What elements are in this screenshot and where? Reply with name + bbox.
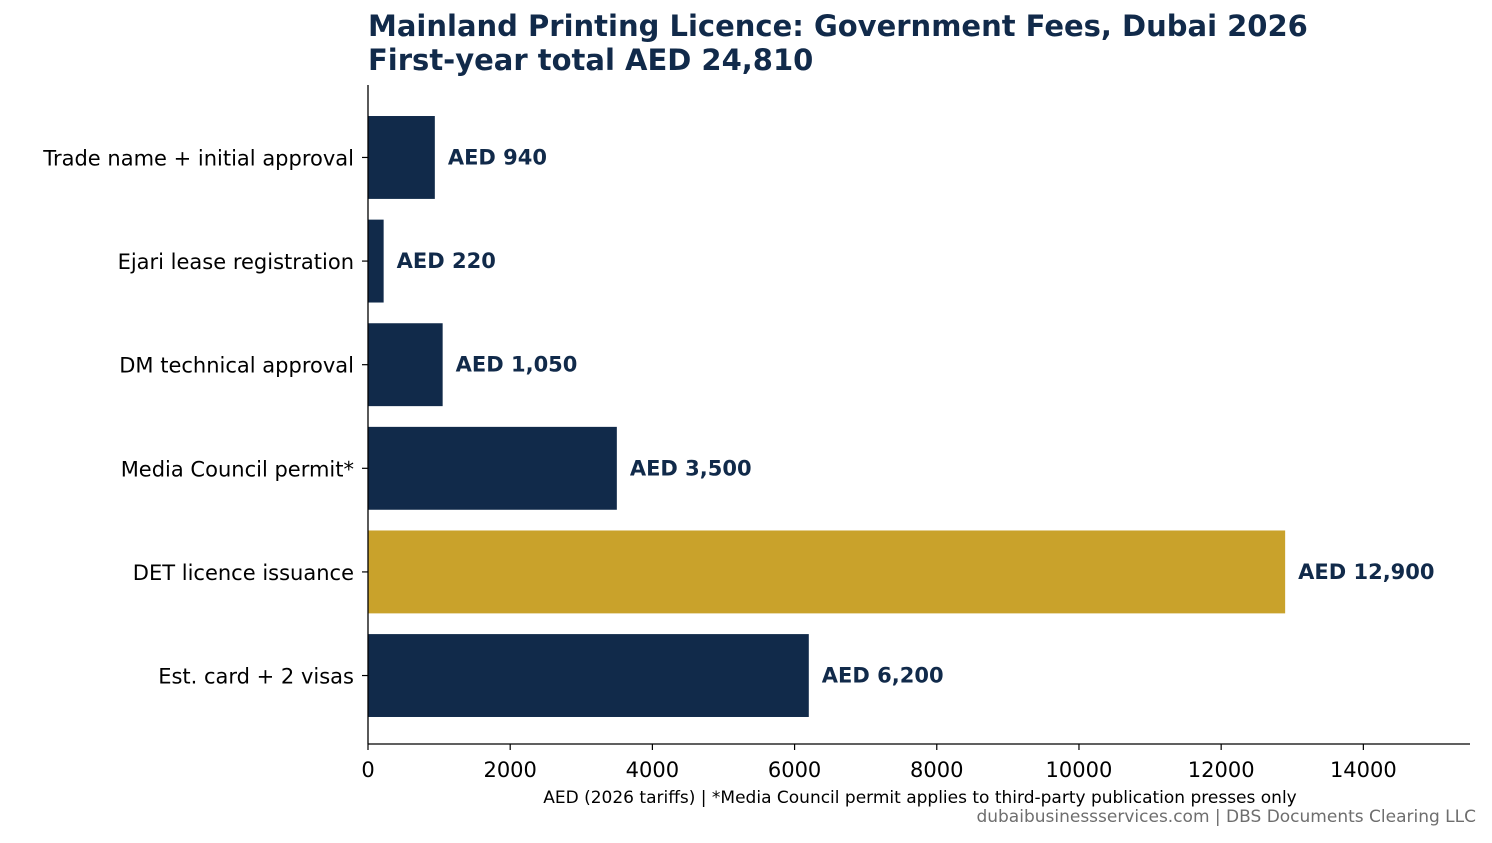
bar: [368, 116, 435, 199]
x-tick-label: 12000: [1188, 758, 1255, 782]
y-tick-label: Est. card + 2 visas: [158, 665, 354, 689]
y-tick-label: DM technical approval: [119, 354, 354, 378]
y-tick-label: Trade name + initial approval: [42, 146, 354, 170]
y-tick-label: DET licence issuance: [133, 561, 354, 585]
x-tick-label: 14000: [1330, 758, 1397, 782]
x-tick-label: 0: [361, 758, 374, 782]
bar-data-label: AED 220: [397, 249, 496, 273]
x-tick-label: 8000: [910, 758, 963, 782]
x-tick-label: 6000: [768, 758, 821, 782]
bar: [368, 634, 809, 717]
bar-data-label: AED 940: [448, 145, 547, 169]
bar-data-label: AED 12,900: [1298, 560, 1434, 584]
bar: [368, 323, 443, 407]
bar-data-label: AED 6,200: [822, 664, 944, 688]
x-tick-label: 10000: [1046, 758, 1113, 782]
bar-data-label: AED 1,050: [456, 353, 578, 377]
y-tick-label: Media Council permit*: [121, 457, 354, 481]
chart-subtitle: First-year total AED 24,810: [368, 43, 814, 77]
axes: Trade name + initial approval Ejari lease…: [42, 85, 1470, 782]
bar: [368, 426, 617, 510]
bar: [368, 219, 384, 303]
x-axis-label: AED (2026 tariffs) | *Media Council perm…: [543, 788, 1297, 808]
x-tick-label: 4000: [626, 758, 679, 782]
x-tick-label: 2000: [483, 758, 536, 782]
source-note: dubaibusinessservices.com | DBS Document…: [976, 807, 1476, 827]
bar: [368, 530, 1286, 614]
bars: AED 940 AED 220 AED 1,050 AED 3,500 AED 12,9…: [368, 116, 1435, 717]
bar-data-label: AED 3,500: [630, 456, 752, 480]
chart-title: Mainland Printing Licence: Government Fe…: [368, 9, 1308, 43]
y-tick-label: Ejari lease registration: [118, 250, 354, 274]
